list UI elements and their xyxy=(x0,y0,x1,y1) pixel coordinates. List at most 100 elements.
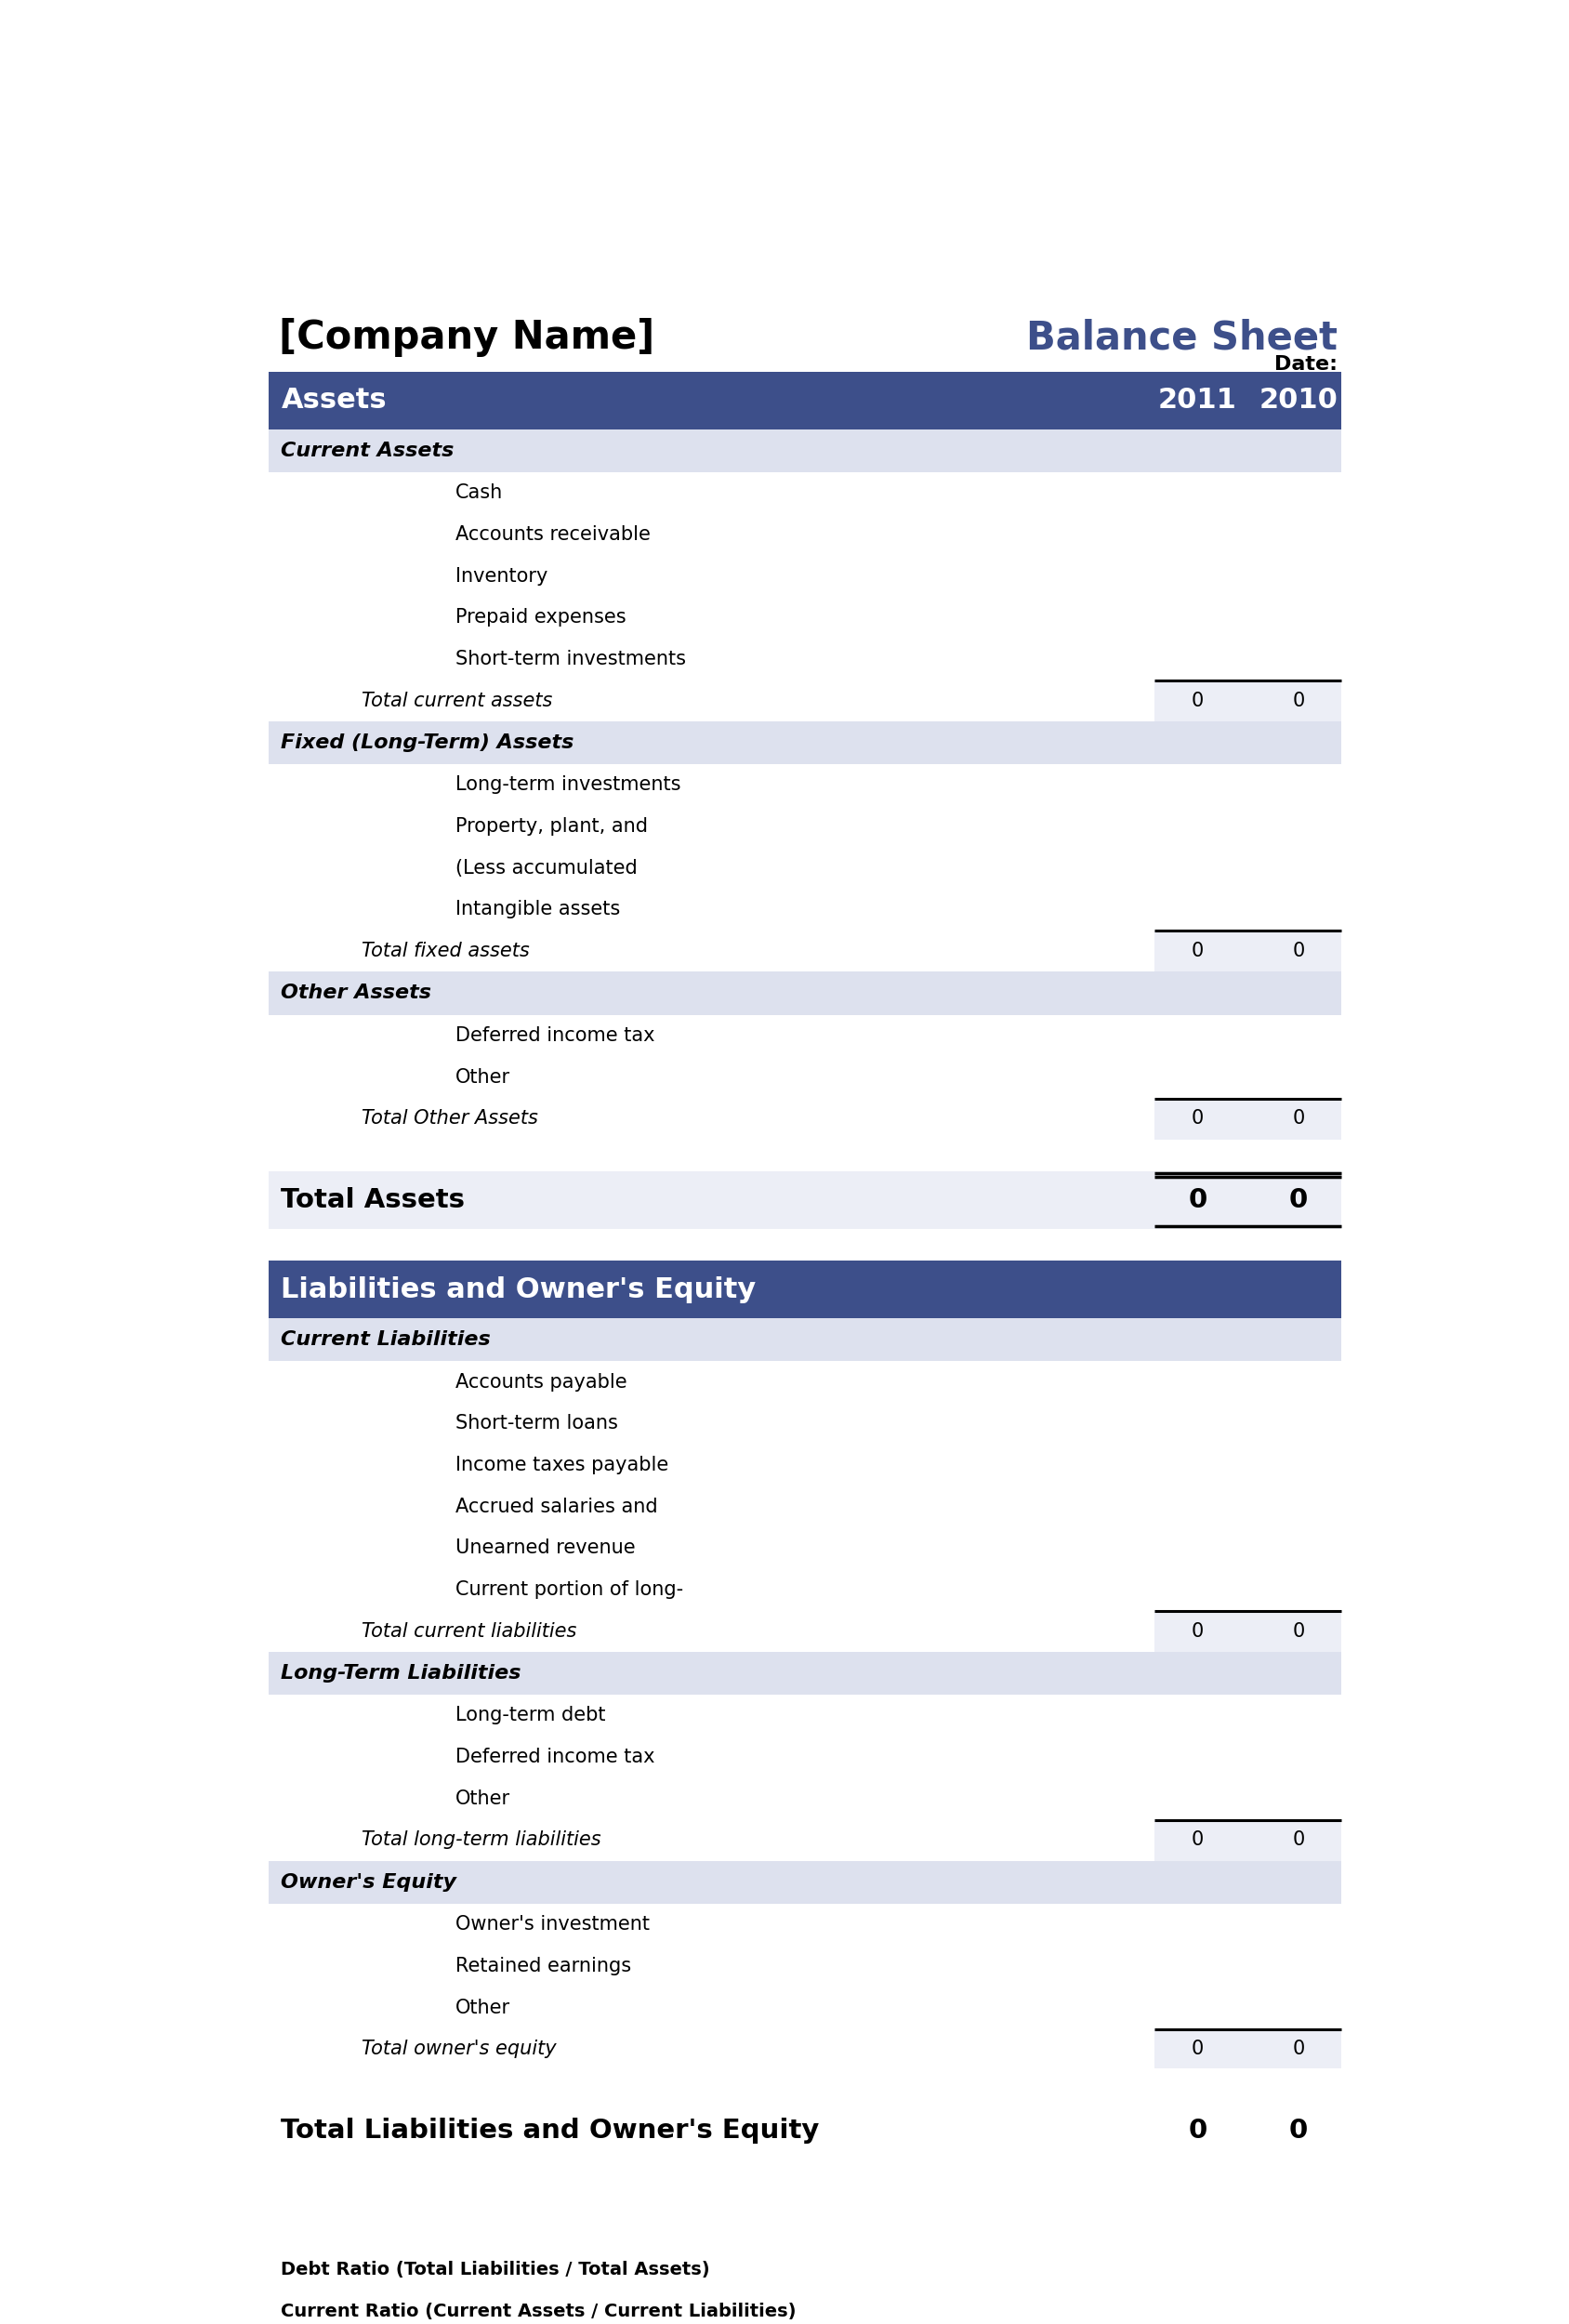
Bar xyxy=(1155,1097,1341,1139)
Bar xyxy=(268,1652,1341,1694)
Text: Fixed (Long-Term) Assets: Fixed (Long-Term) Assets xyxy=(281,734,574,753)
Text: 0: 0 xyxy=(1288,1188,1307,1213)
Text: Short-term investments: Short-term investments xyxy=(455,651,686,669)
Text: 0: 0 xyxy=(1191,1622,1203,1641)
Text: Retained earnings: Retained earnings xyxy=(455,1957,631,1975)
Bar xyxy=(268,279,1341,423)
Bar xyxy=(268,1362,1341,1404)
Text: Total owner's equity: Total owner's equity xyxy=(362,2040,557,2059)
Text: Current Assets: Current Assets xyxy=(281,442,455,460)
Text: 0: 0 xyxy=(1191,690,1203,709)
Bar xyxy=(268,597,1341,639)
Text: Owner's investment: Owner's investment xyxy=(455,1915,650,1934)
Bar xyxy=(268,1055,1341,1097)
Bar xyxy=(268,1987,1341,2029)
Bar xyxy=(1155,2101,1341,2159)
Text: Current Liabilities: Current Liabilities xyxy=(281,1329,491,1348)
Bar xyxy=(268,1736,1341,1778)
Bar xyxy=(1155,930,1341,971)
Bar xyxy=(268,971,1341,1016)
Bar xyxy=(268,1569,1341,1611)
Text: Common Financial Ratios: Common Financial Ratios xyxy=(281,2205,684,2233)
Bar xyxy=(268,514,1341,555)
Text: 2010: 2010 xyxy=(1258,388,1338,414)
Bar xyxy=(268,1903,1341,1945)
Text: 2011: 2011 xyxy=(1158,388,1236,414)
Text: (Less accumulated: (Less accumulated xyxy=(455,858,637,876)
Bar xyxy=(268,2250,1341,2289)
Text: Debt Ratio (Total Liabilities / Total Assets): Debt Ratio (Total Liabilities / Total As… xyxy=(281,2261,711,2278)
Bar xyxy=(268,930,1155,971)
Bar xyxy=(1155,1820,1341,1862)
Bar xyxy=(268,372,1341,430)
Text: Other Assets: Other Assets xyxy=(281,983,431,1002)
Bar xyxy=(268,679,1155,720)
Text: Long-term investments: Long-term investments xyxy=(455,776,681,795)
Text: Short-term loans: Short-term loans xyxy=(455,1413,618,1432)
Text: 0: 0 xyxy=(1293,1831,1304,1850)
Bar xyxy=(268,806,1341,848)
Text: 0: 0 xyxy=(1191,1831,1203,1850)
Bar xyxy=(1155,1611,1341,1652)
Text: Total fixed assets: Total fixed assets xyxy=(362,941,530,960)
Bar xyxy=(268,720,1341,765)
Bar xyxy=(268,472,1341,514)
Bar xyxy=(268,1694,1341,1736)
Bar xyxy=(268,1404,1341,1443)
Text: 0: 0 xyxy=(1188,2117,1207,2143)
Text: 0: 0 xyxy=(1191,1109,1203,1127)
Bar xyxy=(268,2101,1341,2159)
Text: 0: 0 xyxy=(1188,1188,1207,1213)
Bar xyxy=(268,1527,1341,1569)
Text: Long-Term Liabilities: Long-Term Liabilities xyxy=(281,1664,521,1683)
Bar xyxy=(268,1820,1155,1862)
Text: Current Ratio (Current Assets / Current Liabilities): Current Ratio (Current Assets / Current … xyxy=(281,2303,797,2319)
Bar xyxy=(268,2192,1341,2250)
Text: Cash: Cash xyxy=(455,483,504,502)
Text: Deferred income tax: Deferred income tax xyxy=(455,1748,654,1766)
Text: Income taxes payable: Income taxes payable xyxy=(455,1455,668,1473)
Bar xyxy=(268,1485,1341,1527)
Bar xyxy=(1155,679,1341,720)
Bar xyxy=(1155,1171,1341,1229)
Text: 0: 0 xyxy=(1191,2040,1203,2059)
Text: Current portion of long-: Current portion of long- xyxy=(455,1580,684,1599)
Bar xyxy=(268,1945,1341,1987)
Text: Other: Other xyxy=(455,1067,510,1085)
Bar xyxy=(268,1443,1341,1485)
Text: Accrued salaries and: Accrued salaries and xyxy=(455,1497,657,1515)
Bar xyxy=(268,1862,1341,1903)
Text: Total current assets: Total current assets xyxy=(362,690,552,709)
Text: [Company Name]: [Company Name] xyxy=(279,318,654,358)
Text: 0: 0 xyxy=(1191,941,1203,960)
Bar xyxy=(268,848,1341,888)
Text: Total current liabilities: Total current liabilities xyxy=(362,1622,577,1641)
Text: Balance Sheet: Balance Sheet xyxy=(1026,318,1338,358)
Text: Intangible assets: Intangible assets xyxy=(455,899,620,918)
Text: Liabilities and Owner's Equity: Liabilities and Owner's Equity xyxy=(281,1276,756,1304)
Text: Total Liabilities and Owner's Equity: Total Liabilities and Owner's Equity xyxy=(281,2117,819,2143)
Text: Total long-term liabilities: Total long-term liabilities xyxy=(362,1831,601,1850)
Text: 0: 0 xyxy=(1293,941,1304,960)
Bar xyxy=(268,430,1341,472)
Bar xyxy=(268,2029,1155,2071)
Text: 0: 0 xyxy=(1293,690,1304,709)
Text: Inventory: Inventory xyxy=(455,567,548,586)
Bar xyxy=(268,639,1341,679)
Text: Prepaid expenses: Prepaid expenses xyxy=(455,609,626,627)
Bar xyxy=(1155,2029,1341,2071)
Bar xyxy=(268,1611,1155,1652)
Bar xyxy=(268,1778,1341,1820)
Text: Accounts payable: Accounts payable xyxy=(455,1373,628,1392)
Bar xyxy=(268,1097,1155,1139)
Text: Other: Other xyxy=(455,1999,510,2017)
Text: Property, plant, and: Property, plant, and xyxy=(455,818,648,837)
Text: Long-term debt: Long-term debt xyxy=(455,1706,606,1724)
Bar xyxy=(268,888,1341,930)
Bar xyxy=(268,1171,1341,1229)
Bar xyxy=(268,1318,1341,1362)
Text: Total Assets: Total Assets xyxy=(281,1188,464,1213)
Text: 0: 0 xyxy=(1293,1109,1304,1127)
Text: Unearned revenue: Unearned revenue xyxy=(455,1538,635,1557)
Text: Accounts receivable: Accounts receivable xyxy=(455,525,651,544)
